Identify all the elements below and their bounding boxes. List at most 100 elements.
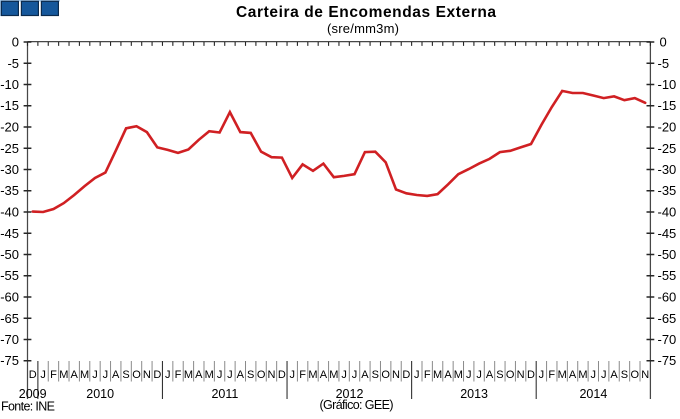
svg-text:O: O xyxy=(381,369,390,381)
svg-text:-5: -5 xyxy=(658,56,670,71)
svg-text:J: J xyxy=(476,369,482,381)
svg-text:J: J xyxy=(601,369,607,381)
svg-text:S: S xyxy=(372,369,379,381)
svg-text:2009: 2009 xyxy=(19,387,47,401)
svg-text:(sre/mm3m): (sre/mm3m) xyxy=(327,21,399,36)
svg-text:N: N xyxy=(143,369,151,381)
svg-text:A: A xyxy=(320,369,328,381)
svg-text:J: J xyxy=(414,369,420,381)
svg-text:-70: -70 xyxy=(658,332,677,347)
svg-text:A: A xyxy=(195,369,203,381)
svg-text:M: M xyxy=(184,369,193,381)
svg-text:-45: -45 xyxy=(0,226,19,241)
svg-text:-10: -10 xyxy=(658,77,677,92)
svg-text:-25: -25 xyxy=(658,141,677,156)
svg-text:-15: -15 xyxy=(658,98,677,113)
svg-text:-45: -45 xyxy=(658,226,677,241)
svg-text:-10: -10 xyxy=(0,77,19,92)
svg-text:F: F xyxy=(299,369,306,381)
svg-text:D: D xyxy=(153,369,161,381)
svg-text:-30: -30 xyxy=(658,162,677,177)
svg-text:J: J xyxy=(591,369,597,381)
svg-text:S: S xyxy=(621,369,628,381)
svg-text:O: O xyxy=(631,369,640,381)
svg-text:2010: 2010 xyxy=(86,387,114,401)
svg-text:M: M xyxy=(205,369,214,381)
svg-text:J: J xyxy=(165,369,171,381)
svg-text:-65: -65 xyxy=(658,311,677,326)
svg-text:S: S xyxy=(122,369,129,381)
svg-text:J: J xyxy=(227,369,233,381)
svg-text:O: O xyxy=(506,369,515,381)
svg-text:M: M xyxy=(578,369,587,381)
svg-text:M: M xyxy=(59,369,68,381)
svg-text:D: D xyxy=(527,369,535,381)
svg-text:J: J xyxy=(289,369,295,381)
svg-text:-70: -70 xyxy=(0,332,19,347)
svg-text:J: J xyxy=(352,369,358,381)
svg-text:-40: -40 xyxy=(658,205,677,220)
svg-text:2013: 2013 xyxy=(460,387,488,401)
svg-text:-55: -55 xyxy=(658,268,677,283)
svg-text:N: N xyxy=(517,369,525,381)
svg-text:2014: 2014 xyxy=(579,387,607,401)
svg-text:M: M xyxy=(329,369,338,381)
svg-text:-50: -50 xyxy=(0,247,19,262)
svg-text:A: A xyxy=(361,369,369,381)
svg-text:N: N xyxy=(268,369,276,381)
svg-text:-20: -20 xyxy=(658,120,677,135)
svg-text:S: S xyxy=(247,369,254,381)
svg-text:F: F xyxy=(424,369,431,381)
svg-text:D: D xyxy=(402,369,410,381)
svg-text:J: J xyxy=(217,369,223,381)
svg-text:(Gráfico: GEE): (Gráfico: GEE) xyxy=(320,398,394,412)
svg-text:0: 0 xyxy=(660,35,667,50)
svg-text:-65: -65 xyxy=(0,311,19,326)
svg-text:M: M xyxy=(433,369,442,381)
svg-text:O: O xyxy=(257,369,266,381)
svg-text:-60: -60 xyxy=(658,290,677,305)
svg-text:-60: -60 xyxy=(0,290,19,305)
svg-text:-25: -25 xyxy=(0,141,19,156)
svg-text:M: M xyxy=(454,369,463,381)
svg-text:J: J xyxy=(103,369,109,381)
svg-text:D: D xyxy=(29,369,37,381)
svg-text:A: A xyxy=(237,369,245,381)
svg-text:0: 0 xyxy=(12,35,19,50)
svg-text:D: D xyxy=(278,369,286,381)
svg-text:Fonte: INE: Fonte: INE xyxy=(1,400,55,414)
svg-text:-5: -5 xyxy=(7,56,19,71)
svg-text:-15: -15 xyxy=(0,98,19,113)
svg-text:F: F xyxy=(175,369,182,381)
svg-text:Carteira de Encomendas Externa: Carteira de Encomendas Externa xyxy=(236,4,496,21)
svg-text:2012: 2012 xyxy=(336,387,364,401)
svg-text:-35: -35 xyxy=(658,183,677,198)
svg-text:A: A xyxy=(112,369,120,381)
svg-text:J: J xyxy=(40,369,46,381)
svg-text:A: A xyxy=(569,369,577,381)
svg-text:2011: 2011 xyxy=(211,387,238,401)
svg-text:J: J xyxy=(539,369,545,381)
svg-text:F: F xyxy=(548,369,555,381)
svg-text:J: J xyxy=(92,369,98,381)
svg-text:J: J xyxy=(466,369,472,381)
svg-text:-30: -30 xyxy=(0,162,19,177)
svg-text:-35: -35 xyxy=(0,183,19,198)
svg-text:A: A xyxy=(71,369,79,381)
svg-text:M: M xyxy=(80,369,89,381)
svg-text:F: F xyxy=(50,369,57,381)
svg-text:-75: -75 xyxy=(658,353,677,368)
svg-text:O: O xyxy=(132,369,141,381)
svg-text:M: M xyxy=(308,369,317,381)
svg-text:-55: -55 xyxy=(0,268,19,283)
svg-text:A: A xyxy=(610,369,618,381)
svg-text:-20: -20 xyxy=(0,120,19,135)
svg-text:N: N xyxy=(392,369,400,381)
svg-text:A: A xyxy=(486,369,494,381)
svg-text:A: A xyxy=(444,369,452,381)
svg-text:N: N xyxy=(641,369,649,381)
svg-text:-40: -40 xyxy=(0,205,19,220)
svg-text:-50: -50 xyxy=(658,247,677,262)
svg-text:J: J xyxy=(341,369,347,381)
svg-text:M: M xyxy=(558,369,567,381)
